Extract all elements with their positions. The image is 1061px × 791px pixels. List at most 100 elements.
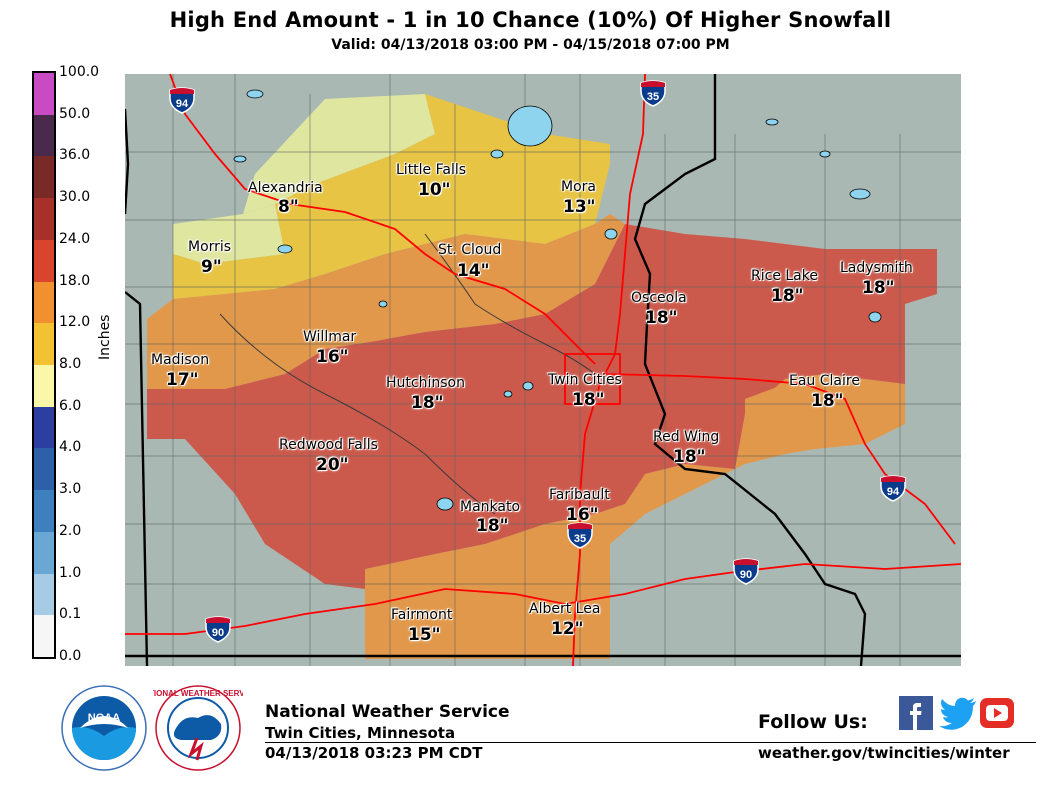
follow-us-label: Follow Us:: [758, 711, 868, 733]
snowfall-amount-label: 10": [418, 180, 451, 200]
snowfall-amount-label: 18": [645, 308, 678, 328]
city-name-label: Ladysmith: [840, 260, 913, 276]
i94-east: [604, 373, 956, 545]
city-name-label: Fairmont: [391, 607, 453, 623]
legend-tick-label: 8.0: [59, 356, 82, 372]
city-name-label: Willmar: [303, 329, 357, 345]
interstate-shield-35-north: 35: [639, 79, 667, 111]
legend-band: [34, 323, 54, 366]
legend-band: [34, 114, 54, 157]
legend-band: [34, 73, 54, 116]
legend-tick-label: 50.0: [59, 105, 91, 122]
snowfall-map: 94 35 94 35 90 90: [125, 74, 961, 666]
city-name-label: Rice Lake: [751, 268, 818, 284]
snowfall-amount-label: 18": [572, 390, 605, 410]
snowfall-amount-label: 18": [476, 516, 509, 536]
border-mn-wi: [633, 74, 867, 666]
i90: [125, 563, 961, 635]
zone-8-12in: [173, 94, 610, 299]
snowfall-amount-label: 9": [201, 257, 222, 277]
legend-colorbar: [32, 71, 56, 659]
svg-text:90: 90: [212, 627, 224, 639]
snowfall-amount-label: 20": [316, 455, 349, 475]
legend-band: [34, 531, 54, 575]
footer-office: Twin Cities, Minnesota: [265, 724, 456, 742]
interstate-shield-94-west: 94: [168, 86, 196, 118]
interstate-shield-90-east: 90: [732, 557, 760, 589]
nws-logo: NATIONAL WEATHER SERVICE: [138, 684, 259, 772]
footer-issued-time: 04/13/2018 03:23 PM CDT: [265, 744, 483, 762]
valid-period: Valid: 04/13/2018 03:00 PM - 04/15/2018 …: [331, 37, 730, 53]
interstate-shield-94-east: 94: [879, 474, 907, 506]
snowfall-amount-label: 13": [563, 197, 596, 217]
snowfall-amount-label: 18": [411, 393, 444, 413]
map-svg: [125, 74, 961, 666]
legend-band: [34, 490, 54, 533]
city-name-label: Madison: [151, 352, 210, 368]
svg-text:94: 94: [176, 98, 189, 110]
legend-tick-label: 100.0: [59, 64, 100, 80]
city-name-label: Mora: [561, 179, 596, 195]
city-name-label: Albert Lea: [529, 601, 601, 617]
legend-tick-label: 4.0: [59, 439, 82, 456]
website-link[interactable]: weather.gov/twincities/winter: [758, 744, 1010, 762]
zone-12-18in-south: [365, 374, 905, 659]
city-name-label: Little Falls: [396, 162, 467, 178]
city-name-label: Redwood Falls: [279, 437, 378, 453]
snowfall-amount-label: 18": [862, 278, 895, 298]
snowfall-amount-label: 18": [673, 447, 706, 467]
border-sd-west: [125, 291, 149, 666]
svg-text:NOAA: NOAA: [88, 712, 120, 724]
city-name-label: St. Cloud: [438, 242, 502, 258]
legend-band: [34, 406, 54, 449]
legend-band: [34, 448, 54, 491]
legend-band: [34, 573, 54, 616]
legend-tick-label: 18.0: [59, 272, 91, 289]
snowfall-amount-label: 18": [811, 391, 844, 411]
city-name-label: Osceola: [631, 290, 687, 306]
city-name-label: Twin Cities: [548, 372, 622, 388]
snowfall-amount-label: 12": [551, 619, 584, 639]
legend-tick-label: 36.0: [59, 147, 91, 164]
svg-text:94: 94: [887, 486, 900, 498]
snowfall-amount-label: 16": [316, 347, 349, 367]
interstate-shield-90-west: 90: [204, 615, 232, 647]
svg-text:90: 90: [740, 569, 752, 581]
youtube-icon[interactable]: [979, 695, 1015, 731]
city-name-label: Hutchinson: [386, 375, 465, 391]
interstate-shield-35-south: 35: [566, 521, 594, 553]
legend-tick-label: 6.0: [59, 397, 82, 414]
legend-tick-label: 24.0: [59, 230, 91, 247]
legend-tick-label: 12.0: [59, 314, 91, 331]
legend-band: [34, 156, 54, 199]
noaa-logo-svg: NOAA: [61, 685, 147, 771]
mille-lacs-lake: [507, 105, 553, 147]
twin-cities-loop: [564, 353, 621, 405]
svg-text:NATIONAL WEATHER SERVICE: NATIONAL WEATHER SERVICE: [153, 689, 243, 698]
twitter-icon[interactable]: [938, 695, 976, 731]
facebook-icon[interactable]: [898, 695, 934, 731]
city-name-label: Mankato: [460, 499, 521, 515]
snowfall-amount-label: 15": [408, 625, 441, 645]
city-name-label: Red Wing: [653, 429, 720, 445]
border-mn-sd: [125, 108, 130, 215]
legend-tick-label: 0.1: [59, 606, 82, 623]
i94-west: [169, 74, 596, 365]
snowfall-amount-label: 17": [166, 370, 199, 390]
legend-tick-label: 30.0: [59, 189, 91, 206]
legend-unit-label: Inches: [97, 314, 113, 360]
footer-organization: National Weather Service: [265, 702, 510, 722]
legend-band: [34, 615, 54, 658]
footer-divider: [265, 742, 1036, 743]
city-name-label: Faribault: [549, 487, 610, 503]
legend-band: [34, 239, 54, 283]
snowfall-amount-label: 8": [278, 197, 299, 217]
snowfall-amount-label: 16": [566, 505, 599, 525]
zone-6-8in-west: [173, 204, 285, 264]
city-name-label: Alexandria: [248, 180, 323, 196]
city-name-label: Eau Claire: [789, 373, 860, 389]
legend-tick-label: 3.0: [59, 481, 82, 498]
legend-tick-label: 1.0: [59, 564, 82, 581]
city-name-label: Morris: [188, 239, 232, 255]
map-title: High End Amount - 1 in 10 Chance (10%) O…: [169, 8, 892, 32]
